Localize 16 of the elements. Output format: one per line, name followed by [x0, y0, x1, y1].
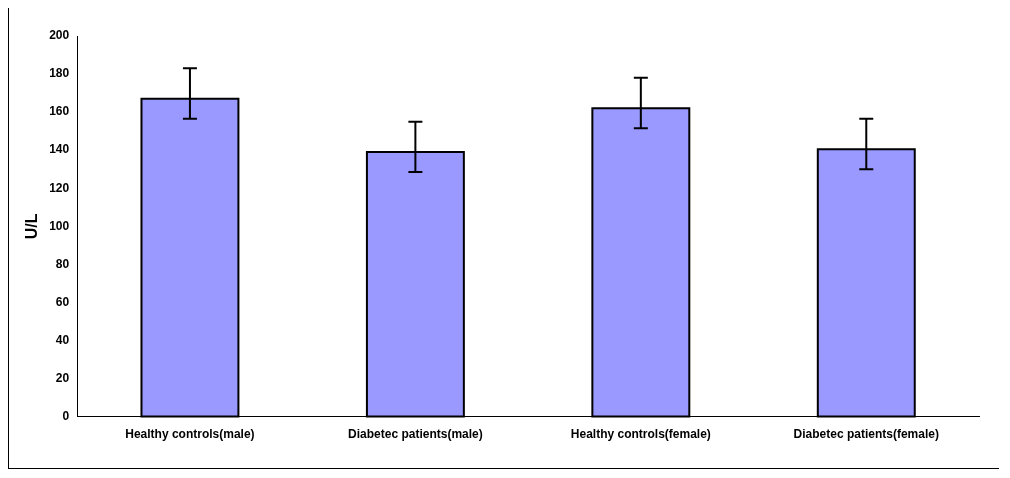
y-axis-title: U/L — [23, 213, 41, 240]
y-tick-label: 40 — [55, 332, 70, 347]
y-tick-label: 60 — [55, 294, 70, 309]
y-tick-label: 0 — [62, 408, 70, 423]
x-tick-label: Diabetec patients(male) — [348, 427, 483, 442]
y-tick-label: 160 — [49, 104, 70, 119]
x-tick-label: Diabetec patients(female) — [793, 427, 939, 442]
y-tick-label: 200 — [49, 28, 70, 43]
y-tick-label: 140 — [49, 142, 70, 157]
y-tick-label: 180 — [49, 66, 70, 81]
y-tick-label: 80 — [55, 256, 70, 271]
y-tick-label: 100 — [49, 218, 70, 233]
x-tick-label: Healthy controls(male) — [125, 427, 255, 442]
x-tick-label: Healthy controls(female) — [570, 427, 711, 442]
y-tick-label: 20 — [55, 370, 70, 385]
y-tick-label: 120 — [49, 180, 70, 195]
